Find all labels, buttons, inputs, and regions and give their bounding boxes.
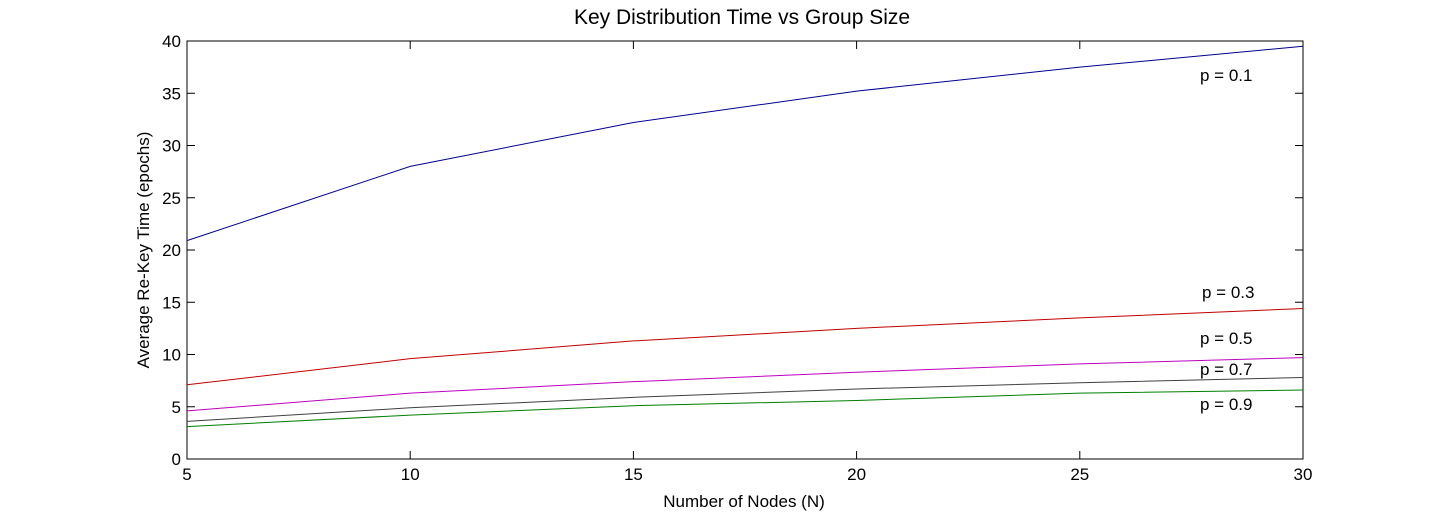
series-line-2 bbox=[186, 357, 1304, 412]
y-axis-label: Average Re-Key Time (epochs) bbox=[134, 132, 153, 369]
series-label-3: p = 0.7 bbox=[1200, 360, 1252, 379]
series-label-0: p = 0.1 bbox=[1200, 66, 1252, 85]
y-tick-label: 5 bbox=[172, 398, 181, 417]
y-tick-label: 40 bbox=[162, 32, 181, 51]
y-tick-label: 15 bbox=[162, 293, 181, 312]
series-label-1: p = 0.3 bbox=[1202, 283, 1254, 302]
x-tick-label: 10 bbox=[401, 465, 420, 484]
series-line-3 bbox=[186, 376, 1304, 422]
y-tick-label: 35 bbox=[162, 84, 181, 103]
y-tick-label: 20 bbox=[162, 241, 181, 260]
series-line-1 bbox=[186, 308, 1304, 386]
series-line-4 bbox=[186, 389, 1304, 428]
series-label-2: p = 0.5 bbox=[1200, 329, 1252, 348]
axes-box bbox=[186, 40, 1304, 460]
series-label-4: p = 0.9 bbox=[1200, 395, 1252, 414]
y-tick-label: 25 bbox=[162, 189, 181, 208]
x-tick-label: 20 bbox=[847, 465, 866, 484]
y-tick-label: 30 bbox=[162, 137, 181, 156]
chart-title: Key Distribution Time vs Group Size bbox=[574, 6, 910, 29]
x-tick-label: 5 bbox=[182, 465, 191, 484]
x-axis-label: Number of Nodes (N) bbox=[663, 492, 825, 511]
y-tick-label: 10 bbox=[162, 346, 181, 365]
x-tick-label: 25 bbox=[1070, 465, 1089, 484]
x-tick-label: 15 bbox=[624, 465, 643, 484]
x-tick-label: 30 bbox=[1294, 465, 1313, 484]
y-tick-label: 0 bbox=[172, 450, 181, 469]
series-line-0 bbox=[186, 45, 1304, 242]
